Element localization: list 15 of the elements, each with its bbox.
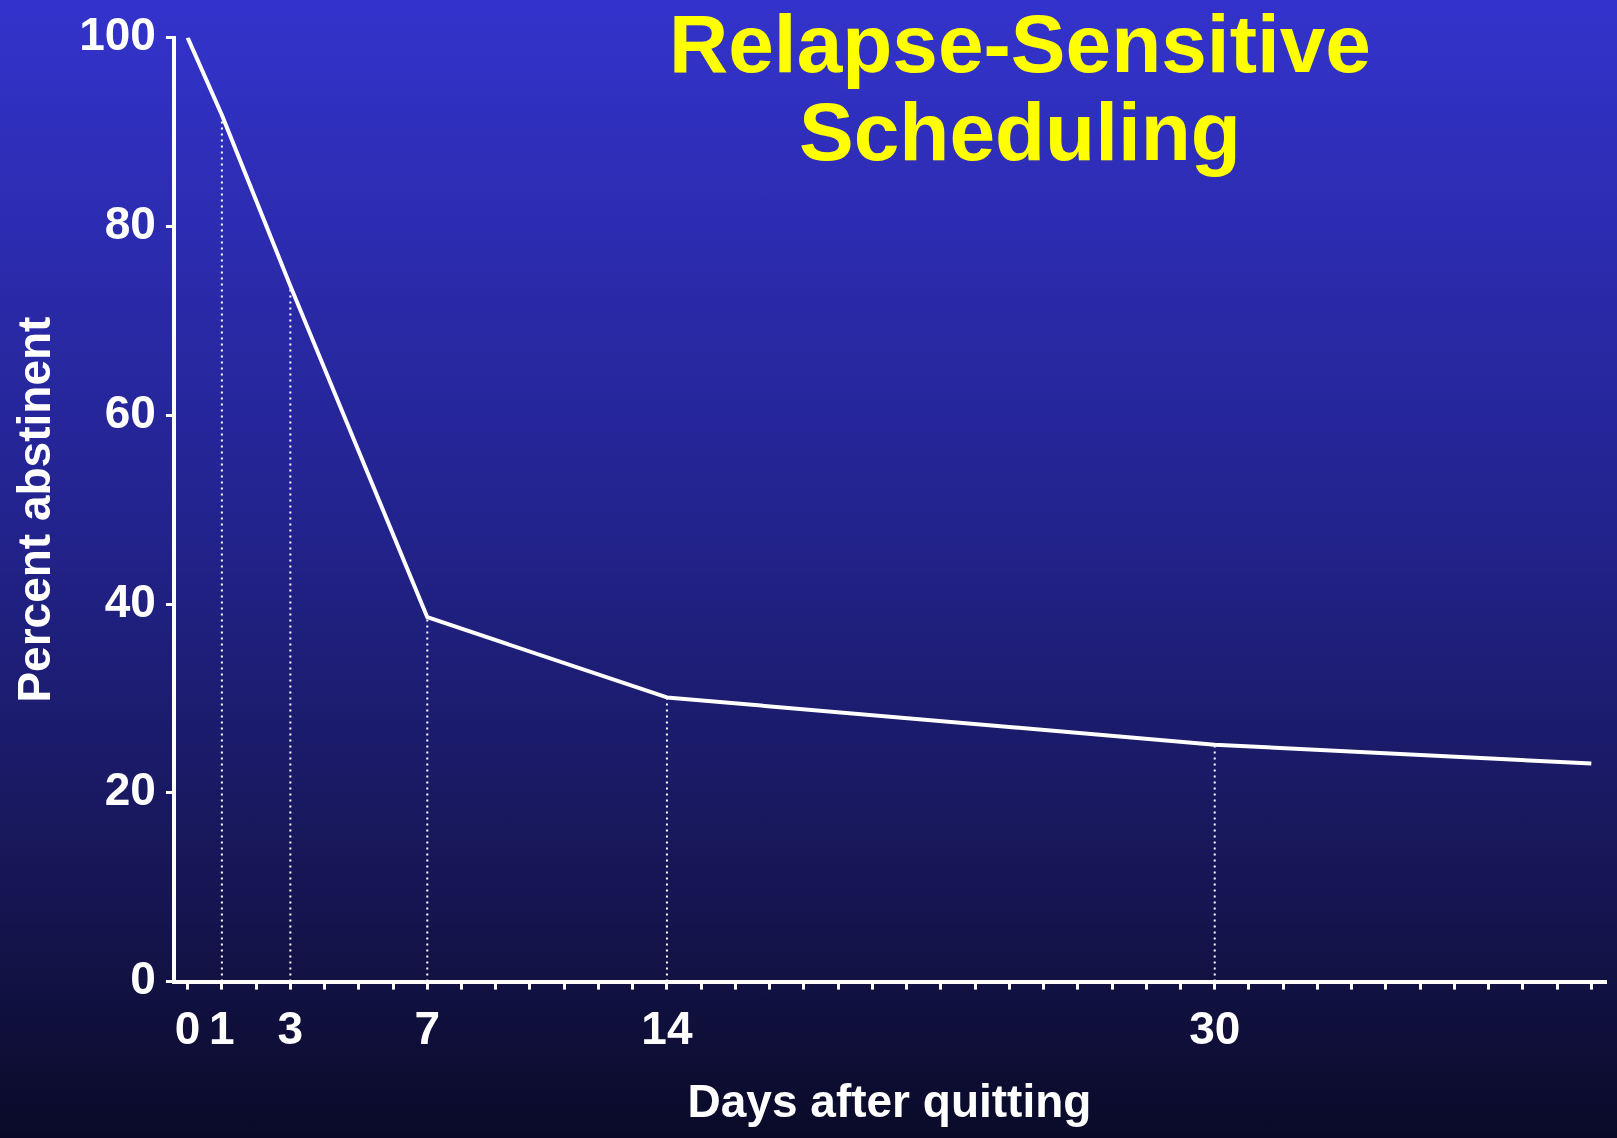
x-axis-title: Days after quitting (687, 1075, 1092, 1128)
x-tick-label: 1 (209, 1001, 235, 1054)
y-tick-label: 20 (104, 763, 156, 816)
x-tick-label: 7 (414, 1001, 441, 1054)
chart-title: Relapse-Sensitive Scheduling (668, 0, 1372, 177)
y-tick-label: 40 (104, 574, 156, 627)
x-tick-label: 30 (1189, 1001, 1241, 1054)
y-tick-label: 60 (104, 385, 156, 438)
x-tick-label: 3 (277, 1001, 304, 1054)
y-tick-label: 80 (104, 197, 156, 250)
y-tick-label: 0 (130, 952, 156, 1005)
y-tick-label: 100 (79, 8, 156, 61)
x-tick-label: 0 (174, 1001, 201, 1054)
y-axis-title: Percent abstinent (8, 316, 61, 703)
x-tick-label: 14 (641, 1001, 693, 1054)
